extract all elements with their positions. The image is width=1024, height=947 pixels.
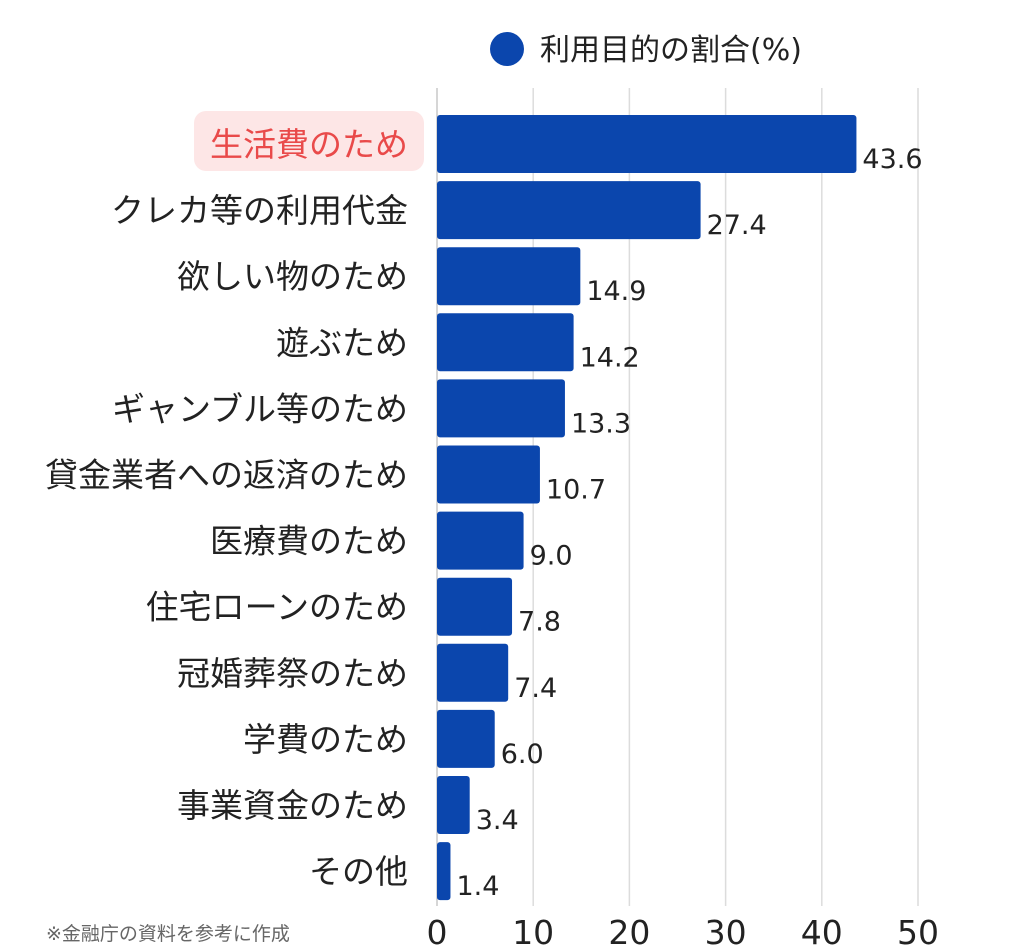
category-label: 住宅ローンのため <box>146 588 408 627</box>
value-label: 7.8 <box>518 607 561 638</box>
category-label: クレカ等の利用代金 <box>111 191 408 230</box>
value-label: 6.0 <box>501 739 544 770</box>
x-tick-label: 10 <box>512 913 554 947</box>
x-tick-label: 0 <box>427 913 448 947</box>
category-label: 冠婚葬祭のため <box>177 654 408 693</box>
value-label: 1.4 <box>456 871 499 902</box>
value-labels: 43.6 27.4 14.9 14.2 13.3 10.7 9.0 7.8 7.4 6.0 3.4 1… <box>456 144 922 902</box>
bar <box>437 379 565 438</box>
category-label: その他 <box>309 852 408 891</box>
value-label: 14.2 <box>580 342 640 373</box>
category-label: 欲しい物のため <box>177 257 408 296</box>
bar <box>437 842 451 901</box>
value-label: 13.3 <box>571 408 631 439</box>
x-tick-label: 20 <box>608 913 650 947</box>
bar <box>437 115 857 173</box>
highlight-badge <box>194 111 424 171</box>
value-label: 43.6 <box>862 144 922 175</box>
value-label: 27.4 <box>707 210 767 241</box>
bar <box>437 709 495 768</box>
category-label: ギャンブル等のため <box>112 389 408 428</box>
legend: 利用目的の割合(%) <box>490 32 802 68</box>
value-label: 9.0 <box>530 541 573 572</box>
bars <box>437 115 857 901</box>
category-label: 事業資金のため <box>177 786 408 825</box>
bar <box>437 511 524 570</box>
x-tick-label: 50 <box>897 913 939 947</box>
category-label-highlighted: 生活費のため <box>210 125 408 164</box>
category-label: 学費のため <box>243 720 408 759</box>
category-label: 医療費のため <box>210 522 408 561</box>
x-tick-label: 40 <box>801 913 843 947</box>
value-label: 14.9 <box>586 276 646 307</box>
legend-marker <box>490 32 524 66</box>
bar <box>437 445 540 504</box>
bar <box>437 577 513 636</box>
category-label: 遊ぶため <box>276 323 408 362</box>
category-labels: 生活費のためクレカ等の利用代金欲しい物のため遊ぶためギャンブル等のため貸金業者へ… <box>45 111 424 891</box>
bar <box>437 247 581 306</box>
source-note: ※金融庁の資料を参考に作成 <box>46 923 290 945</box>
x-axis-ticks: 0 10 20 30 40 50 <box>427 913 940 947</box>
bar <box>437 643 509 702</box>
value-label: 10.7 <box>546 475 606 506</box>
legend-label: 利用目的の割合(%) <box>540 33 802 68</box>
bar <box>437 313 574 372</box>
bar <box>437 776 470 834</box>
value-label: 3.4 <box>476 805 519 836</box>
value-label: 7.4 <box>514 673 557 704</box>
bar <box>437 181 701 240</box>
x-tick-label: 30 <box>705 913 747 947</box>
category-label: 貸金業者への返済のため <box>45 456 408 495</box>
